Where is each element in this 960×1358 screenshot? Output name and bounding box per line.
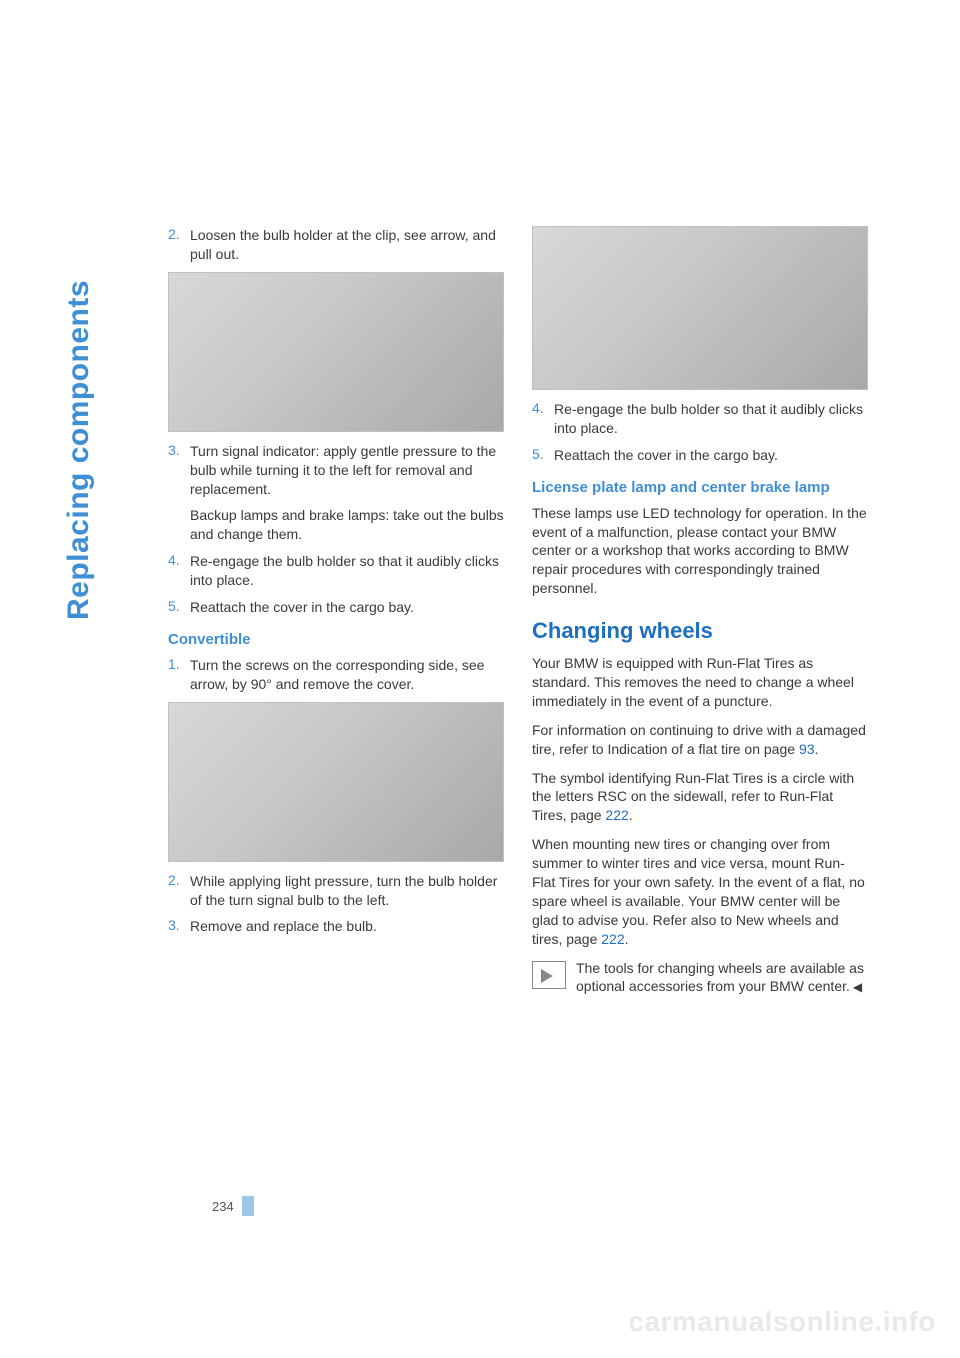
wheels-p3-a: The symbol identifying Run-Flat Tires is… <box>532 770 854 824</box>
step-2: 2. Loosen the bulb holder at the clip, s… <box>168 226 504 264</box>
end-marker-icon: ◀ <box>853 979 862 995</box>
figure-convertible-cover <box>168 702 504 862</box>
watermark: carmanualsonline.info <box>628 1306 936 1338</box>
step-text: Remove and replace the bulb. <box>190 917 504 936</box>
step-text: Reattach the cover in the cargo bay. <box>190 598 504 617</box>
wheels-p4-a: When mounting new tires or changing over… <box>532 836 865 946</box>
right-column: 4. Re-engage the bulb holder so that it … <box>532 226 868 996</box>
step-number: 2. <box>168 226 190 264</box>
conv-step-3: 3. Remove and replace the bulb. <box>168 917 504 936</box>
step-3: 3. Turn signal indicator: apply gentle p… <box>168 442 504 544</box>
r-step-4: 4. Re-engage the bulb holder so that it … <box>532 400 868 438</box>
step-number: 1. <box>168 656 190 694</box>
step-number: 3. <box>168 917 190 936</box>
step-5: 5. Reattach the cover in the cargo bay. <box>168 598 504 617</box>
step-number: 4. <box>168 552 190 590</box>
page-number-bar-icon <box>242 1196 254 1216</box>
step-text: Reattach the cover in the cargo bay. <box>554 446 868 465</box>
r-step-5: 5. Reattach the cover in the cargo bay. <box>532 446 868 465</box>
conv-step-1: 1. Turn the screws on the corresponding … <box>168 656 504 694</box>
note-icon <box>532 961 566 989</box>
page-number: 234 <box>212 1196 254 1216</box>
page-link-222b[interactable]: 222 <box>601 931 624 947</box>
wheels-p3: The symbol identifying Run-Flat Tires is… <box>532 769 868 826</box>
content-columns: 2. Loosen the bulb holder at the clip, s… <box>168 226 868 996</box>
wheels-p1: Your BMW is equipped with Run-Flat Tires… <box>532 654 868 711</box>
page-link-93[interactable]: 93 <box>799 741 815 757</box>
figure-cargo-bay <box>532 226 868 390</box>
wheels-p4: When mounting new tires or changing over… <box>532 835 868 948</box>
note-text-wrap: The tools for changing wheels are availa… <box>576 959 868 997</box>
step-text: While applying light pressure, turn the … <box>190 872 504 910</box>
page-number-value: 234 <box>212 1199 234 1214</box>
wheels-p4-b: . <box>625 931 629 947</box>
step-number: 4. <box>532 400 554 438</box>
note-block: The tools for changing wheels are availa… <box>532 959 868 997</box>
step-text: Re-engage the bulb holder so that it aud… <box>190 552 504 590</box>
step-text-p2: Backup lamps and brake lamps: take out t… <box>190 506 504 544</box>
step-number: 5. <box>168 598 190 617</box>
wheels-p3-b: . <box>629 807 633 823</box>
page: Replacing components 2. Loosen the bulb … <box>0 0 960 1358</box>
page-link-222a[interactable]: 222 <box>605 807 628 823</box>
step-number: 2. <box>168 872 190 910</box>
figure-bulb-holder <box>168 272 504 432</box>
section-side-label: Replacing components <box>62 280 96 620</box>
heading-license-plate-lamp: License plate lamp and center brake lamp <box>532 479 868 496</box>
heading-changing-wheels: Changing wheels <box>532 618 868 644</box>
step-text: Turn the screws on the corresponding sid… <box>190 656 504 694</box>
step-text: Turn signal indicator: apply gentle pres… <box>190 442 504 544</box>
heading-convertible: Convertible <box>168 631 504 648</box>
note-text: The tools for changing wheels are availa… <box>576 960 864 995</box>
step-number: 3. <box>168 442 190 544</box>
license-body: These lamps use LED technology for opera… <box>532 504 868 598</box>
step-text: Loosen the bulb holder at the clip, see … <box>190 226 504 264</box>
wheels-p2-b: . <box>815 741 819 757</box>
step-number: 5. <box>532 446 554 465</box>
conv-step-2: 2. While applying light pressure, turn t… <box>168 872 504 910</box>
wheels-p2: For information on continuing to drive w… <box>532 721 868 759</box>
step-4: 4. Re-engage the bulb holder so that it … <box>168 552 504 590</box>
left-column: 2. Loosen the bulb holder at the clip, s… <box>168 226 504 996</box>
step-text-p1: Turn signal indicator: apply gentle pres… <box>190 442 504 499</box>
step-text: Re-engage the bulb holder so that it aud… <box>554 400 868 438</box>
